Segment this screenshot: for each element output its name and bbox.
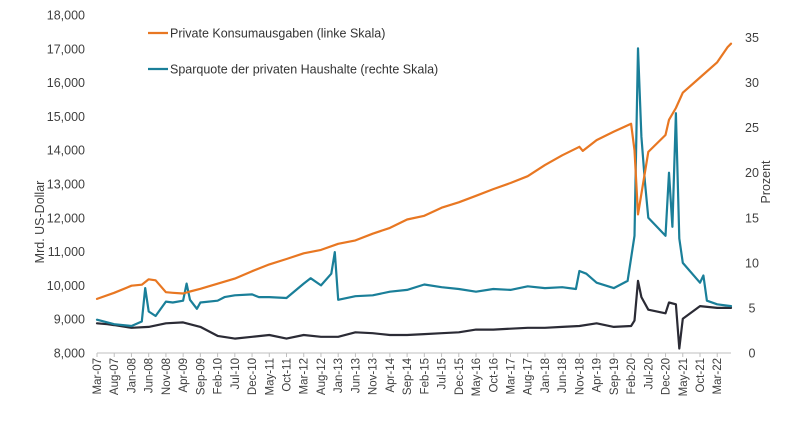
left-tick-label: 17,000 — [47, 42, 85, 56]
x-tick-label: Jan-08 — [126, 358, 138, 393]
right-tick-label: 35 — [745, 31, 759, 45]
right-tick-label: 5 — [749, 301, 756, 315]
x-tick-label: Aug-12 — [316, 358, 328, 395]
x-tick-label: Feb-20 — [626, 358, 638, 394]
x-tick-label: Sep-19 — [609, 358, 621, 395]
left-tick-label: 15,000 — [47, 110, 85, 124]
x-tick-label: Dec-15 — [454, 358, 466, 395]
x-tick-label: Apr-09 — [178, 358, 190, 393]
left-axis-ticks: 8,000 9,000 10,000 11,000 12,000 13,000 14,000… — [47, 9, 85, 361]
x-tick-label: May-21 — [678, 358, 690, 396]
x-tick-label: Sep-14 — [402, 357, 414, 395]
right-tick-label: 25 — [745, 121, 759, 135]
series-line-dark — [95, 279, 733, 350]
x-tick-label: Apr-14 — [385, 357, 397, 392]
x-tick-label: Jun-18 — [557, 358, 569, 393]
left-tick-label: 18,000 — [47, 9, 85, 23]
x-tick-label: May-16 — [471, 358, 483, 396]
x-tick-label: Oct-16 — [488, 358, 500, 393]
left-tick-label: 14,000 — [47, 144, 85, 158]
x-tick-label: Dec-10 — [247, 358, 259, 395]
x-axis-ticks: Mar-07 Aug-07 Jan-08 Jun-08 Nov-08 Apr-09 Sep-… — [92, 353, 724, 396]
x-tick-label: Jun-08 — [144, 358, 156, 393]
x-tick-label: Oct-21 — [695, 358, 707, 393]
x-tick-label: Mar-22 — [712, 358, 724, 394]
x-tick-label: Dec-20 — [661, 358, 673, 395]
right-tick-label: 0 — [749, 347, 756, 361]
right-tick-label: 30 — [745, 76, 759, 90]
right-tick-label: 10 — [745, 256, 759, 270]
left-tick-label: 9,000 — [54, 313, 85, 327]
x-tick-label: Nov-18 — [574, 358, 586, 395]
x-tick-label: Mar-17 — [505, 358, 517, 394]
right-tick-label: 15 — [745, 211, 759, 225]
x-tick-label: Nov-08 — [161, 358, 173, 395]
left-tick-label: 10,000 — [47, 279, 85, 293]
x-tick-label: May-11 — [264, 358, 276, 396]
x-tick-label: Jan-18 — [540, 358, 552, 393]
left-axis-title: Mrd. US-Dollar — [33, 181, 47, 264]
x-tick-label: Feb-10 — [213, 358, 225, 394]
x-tick-label: Aug-07 — [109, 358, 121, 395]
x-tick-label: Mar-07 — [92, 358, 104, 394]
x-tick-label: Oct-11 — [282, 358, 294, 392]
x-tick-label: Feb-15 — [419, 358, 431, 394]
right-tick-label: 20 — [745, 166, 759, 180]
left-tick-label: 13,000 — [47, 178, 85, 192]
left-tick-label: 8,000 — [54, 347, 85, 361]
x-tick-label: Apr-19 — [592, 358, 604, 393]
x-tick-label: Jul-15 — [437, 358, 449, 389]
x-tick-label: Jun-13 — [350, 358, 362, 393]
x-tick-label: Mar-12 — [299, 358, 311, 394]
x-tick-label: Jul-20 — [643, 358, 655, 389]
right-axis-ticks: 0 5 10 15 20 25 30 35 — [745, 31, 759, 360]
x-tick-label: Sep-09 — [195, 358, 207, 395]
x-tick-label: Jan-13 — [333, 358, 345, 393]
left-tick-label: 16,000 — [47, 76, 85, 90]
x-tick-label: Aug-17 — [523, 358, 535, 395]
x-tick-label: Jul-10 — [230, 358, 242, 389]
legend-label-sparquote: Sparquote der privaten Haushalte (rechte… — [170, 63, 438, 77]
legend: Private Konsumausgaben (linke Skala) Spa… — [148, 27, 438, 77]
series-line-konsumausgaben — [95, 42, 733, 300]
left-tick-label: 12,000 — [47, 211, 85, 225]
legend-label-konsum: Private Konsumausgaben (linke Skala) — [170, 27, 385, 41]
x-tick-label: Nov-13 — [368, 358, 380, 395]
series-line-sparquote — [95, 47, 733, 328]
right-axis-title: Prozent — [759, 160, 773, 204]
left-tick-label: 11,000 — [48, 245, 85, 259]
series-layer — [95, 42, 733, 350]
